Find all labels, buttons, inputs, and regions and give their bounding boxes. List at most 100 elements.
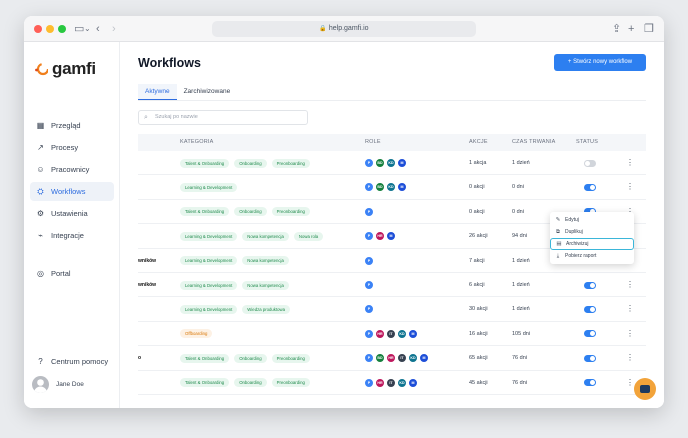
role-badge: P — [364, 280, 374, 290]
logo[interactable]: gamfi — [34, 59, 96, 79]
more-options-icon[interactable]: ⋮ — [626, 182, 634, 192]
sidebar-item-ustawienia[interactable]: ⚙ Ustawienia — [30, 204, 114, 223]
role-badge: M — [397, 182, 407, 193]
status-toggle[interactable] — [584, 354, 596, 362]
tab-active[interactable]: Aktywne — [138, 84, 177, 100]
table-row[interactable]: Learning & Development Wiedza produktowa P… — [138, 297, 646, 322]
role-badge: P — [364, 328, 374, 339]
table-row[interactable]: wników Learning & Development Nowa kompete… — [138, 273, 646, 298]
table-row[interactable]: Learning & Development P BD KD M 0 akcji 0 dni… — [138, 175, 646, 200]
category-tags: Talent & Onboarding Onboarding Preonboardi… — [180, 151, 315, 175]
status-toggle[interactable] — [584, 208, 596, 216]
sidebar-item-przegl-d[interactable]: ▦ Przegląd — [30, 116, 114, 135]
browser-titlebar: ▭ ⌄ ‹ › 🔒 help.gamfi.io ⇪ + ❐ — [24, 16, 664, 42]
more-options-icon[interactable]: ⋮ — [626, 304, 634, 314]
menu-item-duplikuj[interactable]: ⧉ Duplikuj — [550, 226, 634, 238]
table-row[interactable]: Learning & Development Nowa kompetencja No… — [138, 224, 646, 249]
sidebar-item-procesy[interactable]: ↗ Procesy — [30, 138, 114, 157]
globe-icon: ◎ — [37, 269, 44, 278]
create-workflow-button[interactable]: + Stwórz nowy workflow — [554, 54, 646, 71]
workflow-name[interactable]: wników — [138, 282, 157, 288]
tab-archived[interactable]: Zarchiwizowane — [183, 88, 231, 95]
category-tags: Learning & Development — [180, 175, 242, 199]
status-toggle[interactable] — [584, 379, 596, 387]
more-options-icon[interactable]: ⋮ — [626, 158, 634, 167]
category-tag: Onboarding — [234, 353, 267, 363]
actions-count: 0 akcji — [469, 184, 485, 191]
new-tab-icon[interactable]: + — [628, 23, 635, 35]
category-tag: Learning & Development — [180, 280, 238, 290]
more-options-icon[interactable]: ⋮ — [626, 280, 634, 289]
sidebar-item-label: Pracownicy — [51, 165, 90, 174]
menu-item-edytuj[interactable]: ✎ Edytuj — [550, 214, 634, 226]
duration-value: 76 dni — [512, 355, 527, 362]
more-options-icon[interactable]: ⋮ — [626, 328, 634, 338]
more-options-icon[interactable]: ⋮ — [626, 200, 634, 224]
category-tag: Onboarding — [234, 158, 267, 168]
column-header-actions[interactable]: AKCJE — [469, 139, 488, 145]
close-window-button[interactable] — [34, 25, 42, 33]
category-tag: Talent & Onboarding — [180, 378, 230, 388]
column-header-category[interactable]: KATEGORIA — [180, 139, 214, 145]
sidebar-item-workflows[interactable]: ⛭ Workflows — [30, 182, 114, 201]
chevron-down-icon[interactable]: ⌄ — [84, 24, 91, 33]
category-tag: Talent & Onboarding — [180, 353, 230, 363]
role-avatars: P HR IT KD M — [364, 322, 419, 346]
role-badge: HR — [375, 377, 385, 388]
tabs-overview-icon[interactable]: ❐ — [644, 23, 654, 35]
actions-count: 7 akcji — [469, 257, 485, 264]
back-icon[interactable]: ‹ — [96, 23, 100, 35]
category-tags: Learning & Development Nowa kompetencja — [180, 273, 294, 297]
column-header-roles[interactable]: ROLE — [365, 139, 381, 145]
status-toggle[interactable] — [584, 183, 596, 191]
category-tag: Onboarding — [234, 207, 267, 217]
chat-widget-button[interactable] — [634, 378, 656, 400]
forward-icon[interactable]: › — [112, 23, 116, 35]
table-row[interactable]: o Talent & Onboarding Onboarding Preonboard… — [138, 346, 646, 371]
status-toggle[interactable] — [584, 305, 596, 313]
role-badge: KD — [386, 182, 396, 193]
maximize-window-button[interactable] — [58, 25, 66, 33]
role-badge: P — [364, 182, 374, 193]
address-bar[interactable]: 🔒 help.gamfi.io — [212, 21, 476, 37]
sidebar-item-label: Centrum pomocy — [51, 357, 109, 366]
more-options-icon[interactable]: ⋮ — [626, 377, 634, 387]
category-tags: Talent & Onboarding Onboarding Preonboardi… — [180, 346, 315, 370]
minimize-window-button[interactable] — [46, 25, 54, 33]
more-options-icon[interactable]: ⋮ — [626, 353, 634, 363]
sidebar-toggle-icon[interactable]: ▭ — [74, 23, 85, 35]
sidebar-item-integracje[interactable]: ⌁ Integracje — [30, 226, 114, 245]
table-row[interactable]: Talent & Onboarding Onboarding Preonboardi… — [138, 371, 646, 395]
category-tag: Preonboarding — [271, 207, 310, 217]
menu-item-label: Duplikuj — [565, 229, 583, 235]
sidebar-item-pracownicy[interactable]: ☺ Pracownicy — [30, 160, 114, 179]
actions-count: 16 akcji — [469, 330, 488, 337]
table-row[interactable]: Talent & Onboarding Onboarding Preonboardi… — [138, 200, 646, 225]
sidebar-item-portal[interactable]: ◎ Portal — [30, 264, 114, 283]
duration-value: 1 dzień — [512, 160, 530, 166]
role-badge: M — [408, 328, 418, 339]
grid-icon: ▦ — [36, 121, 45, 130]
workflow-name[interactable]: o — [138, 355, 142, 362]
role-badge: M — [397, 158, 407, 168]
column-header-status[interactable]: STATUS — [576, 139, 599, 145]
status-toggle[interactable] — [584, 281, 596, 289]
table-row[interactable]: Offboarding P HR IT KD M 16 akcji 105 dni ⋮ — [138, 322, 646, 347]
status-cell — [584, 322, 596, 346]
column-header-duration[interactable]: CZAS TRWANIA — [512, 139, 556, 145]
search-input[interactable]: ⌕ Szukaj po nazwie — [138, 110, 308, 125]
menu-item-pobierz-raport[interactable]: ⤓ Pobierz raport — [550, 250, 634, 262]
workflow-name[interactable]: wników — [138, 257, 157, 264]
status-toggle[interactable] — [584, 159, 596, 167]
role-badge: HR — [386, 353, 396, 364]
sidebar-item-centrum-pomocy[interactable]: ? Centrum pomocy — [30, 352, 114, 371]
table-row[interactable]: Talent & Onboarding Onboarding Preonboardi… — [138, 151, 646, 176]
user-profile[interactable]: Jane Doe — [32, 376, 84, 393]
status-cell — [584, 200, 596, 224]
share-icon[interactable]: ⇪ — [612, 23, 622, 35]
category-tag: Wiedza produktowa — [242, 304, 291, 314]
status-toggle[interactable] — [584, 330, 596, 338]
role-badge: KD — [408, 353, 418, 364]
menu-item-archiwizuj[interactable]: ▤ Archiwizuj — [550, 238, 634, 250]
tabs: Aktywne Zarchiwizowane — [138, 84, 237, 100]
